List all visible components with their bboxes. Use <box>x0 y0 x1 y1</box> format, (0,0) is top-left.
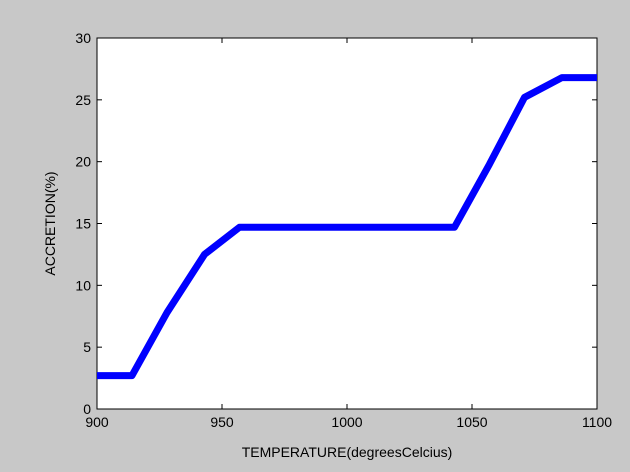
y-tick-label-4: 20 <box>75 154 91 170</box>
y-tick-label-2: 10 <box>75 277 91 293</box>
y-tick-label-6: 30 <box>75 30 91 46</box>
x-tick-label-3: 1050 <box>456 414 487 430</box>
x-tick-label-1: 950 <box>210 414 234 430</box>
y-axis-label: ACCRETION(%) <box>42 171 58 275</box>
x-axis-label: TEMPERATURE(degreesCelcius) <box>242 444 453 460</box>
x-tick-label-2: 1000 <box>331 414 362 430</box>
y-tick-label-3: 15 <box>75 216 91 232</box>
plot-area <box>97 38 597 409</box>
y-tick-label-5: 25 <box>75 92 91 108</box>
x-tick-label-0: 900 <box>85 414 109 430</box>
x-tick-label-4: 1100 <box>582 414 612 430</box>
y-tick-label-1: 5 <box>83 339 91 355</box>
